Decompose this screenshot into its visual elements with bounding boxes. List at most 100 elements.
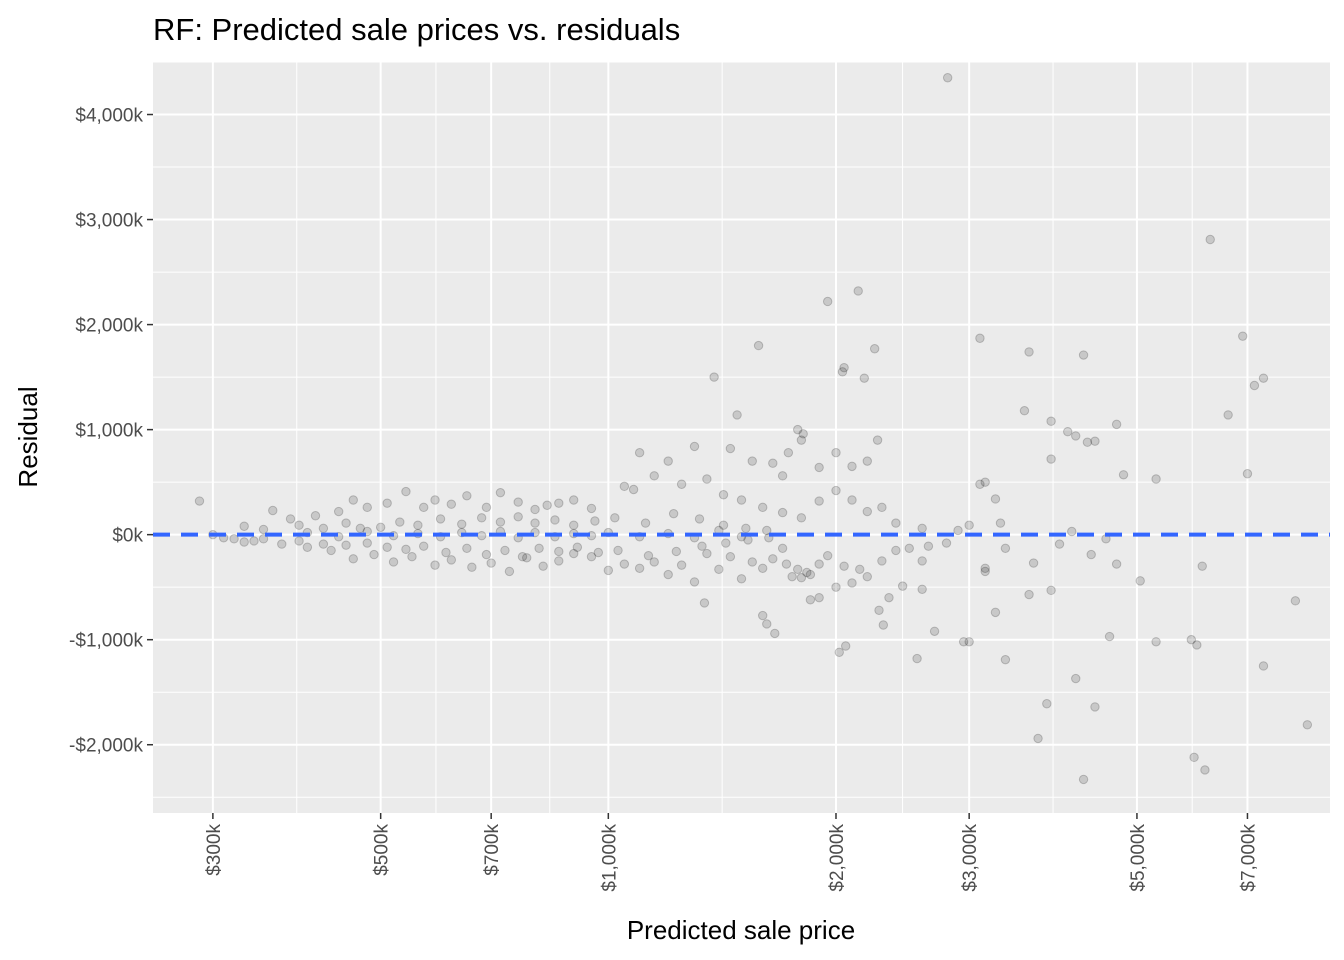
data-point — [747, 557, 757, 567]
data-point — [783, 448, 794, 458]
data-point — [294, 520, 304, 530]
data-point — [1238, 331, 1248, 341]
data-point — [610, 513, 620, 523]
data-points — [194, 73, 1313, 785]
data-point — [1151, 637, 1161, 647]
data-point — [643, 550, 654, 561]
data-point — [841, 641, 851, 651]
data-point — [676, 560, 687, 570]
data-point — [1090, 702, 1100, 712]
data-point — [603, 565, 614, 576]
data-point — [542, 500, 552, 510]
data-point — [446, 555, 457, 565]
data-point — [1111, 559, 1122, 569]
data-point — [758, 563, 768, 573]
data-point — [277, 539, 287, 549]
data-point — [802, 567, 812, 578]
data-point — [362, 502, 372, 513]
data-point — [369, 549, 379, 560]
data-point — [762, 525, 772, 536]
data-point — [874, 605, 884, 615]
data-point — [923, 541, 934, 551]
data-point — [822, 550, 833, 561]
data-point — [877, 502, 887, 513]
x-tick-label: $2,000k — [827, 824, 848, 892]
data-point — [590, 516, 600, 526]
data-point — [613, 545, 623, 556]
data-point — [572, 542, 583, 552]
data-point — [831, 448, 841, 458]
data-point — [649, 471, 659, 481]
data-point — [476, 513, 487, 523]
data-point — [341, 540, 351, 550]
data-point — [1078, 350, 1089, 360]
data-point — [770, 628, 780, 639]
data-point — [777, 543, 788, 554]
data-point — [634, 448, 645, 458]
data-point — [847, 495, 857, 505]
data-point — [249, 536, 259, 546]
data-point — [897, 581, 908, 591]
data-point — [1197, 561, 1207, 571]
data-point — [859, 373, 869, 383]
data-point — [1082, 437, 1093, 447]
data-point — [1258, 661, 1269, 671]
data-point — [980, 563, 990, 573]
data-point — [348, 495, 358, 505]
data-point — [194, 496, 205, 506]
y-tick-label: $0k — [112, 526, 143, 547]
data-point — [1071, 673, 1081, 684]
data-point — [862, 456, 872, 466]
data-point — [917, 556, 927, 566]
data-point — [964, 637, 974, 647]
data-point — [1223, 410, 1233, 420]
data-point — [538, 561, 548, 571]
minor-gridlines — [153, 61, 1330, 813]
data-point — [1258, 373, 1269, 383]
data-point — [302, 542, 313, 552]
major-gridlines — [153, 62, 1330, 813]
data-point — [1151, 474, 1161, 484]
data-point — [467, 562, 477, 572]
data-point — [1024, 347, 1034, 357]
data-point — [513, 512, 523, 522]
data-point — [777, 507, 788, 518]
data-point — [1000, 543, 1011, 554]
data-point — [980, 566, 990, 577]
data-point — [878, 620, 889, 630]
data-point — [310, 511, 321, 521]
data-point — [980, 477, 990, 487]
data-point — [877, 556, 887, 566]
data-point — [814, 496, 824, 506]
data-point — [481, 549, 492, 560]
y-axis-ticks: -$2,000k -$1,000k $0k $1,000k $2,000k $3,000k… — [69, 106, 153, 757]
data-point — [831, 582, 841, 592]
data-point — [1019, 406, 1030, 416]
data-point — [1054, 539, 1065, 549]
data-point — [530, 504, 540, 515]
data-point — [732, 410, 742, 420]
data-point — [326, 545, 336, 556]
x-tick-label: $1,000k — [599, 824, 620, 892]
data-point — [839, 362, 849, 373]
data-point — [500, 545, 510, 556]
data-point — [847, 461, 857, 472]
data-point — [569, 548, 579, 559]
data-point — [1046, 416, 1056, 426]
data-point — [834, 647, 844, 657]
data-point — [798, 429, 808, 439]
data-point — [671, 546, 682, 557]
data-point — [862, 571, 872, 582]
data-point — [430, 560, 440, 570]
data-point — [495, 487, 506, 498]
data-point — [1071, 431, 1081, 441]
data-point — [702, 474, 712, 484]
data-point — [725, 552, 736, 562]
data-point — [530, 518, 540, 528]
data-point — [839, 561, 849, 571]
data-point — [917, 584, 927, 594]
data-point — [1000, 654, 1011, 665]
data-point — [1290, 596, 1301, 606]
data-point — [341, 518, 351, 528]
data-point — [239, 521, 249, 531]
